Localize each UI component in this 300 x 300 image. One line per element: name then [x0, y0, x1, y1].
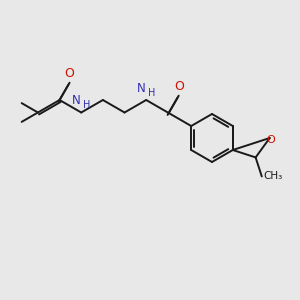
Text: H: H — [148, 88, 156, 98]
Text: O: O — [266, 135, 275, 145]
Text: O: O — [174, 80, 184, 93]
Text: O: O — [64, 67, 74, 80]
Text: CH₃: CH₃ — [264, 171, 283, 182]
Text: N: N — [71, 94, 80, 107]
Text: N: N — [136, 82, 145, 95]
Text: H: H — [83, 100, 91, 110]
